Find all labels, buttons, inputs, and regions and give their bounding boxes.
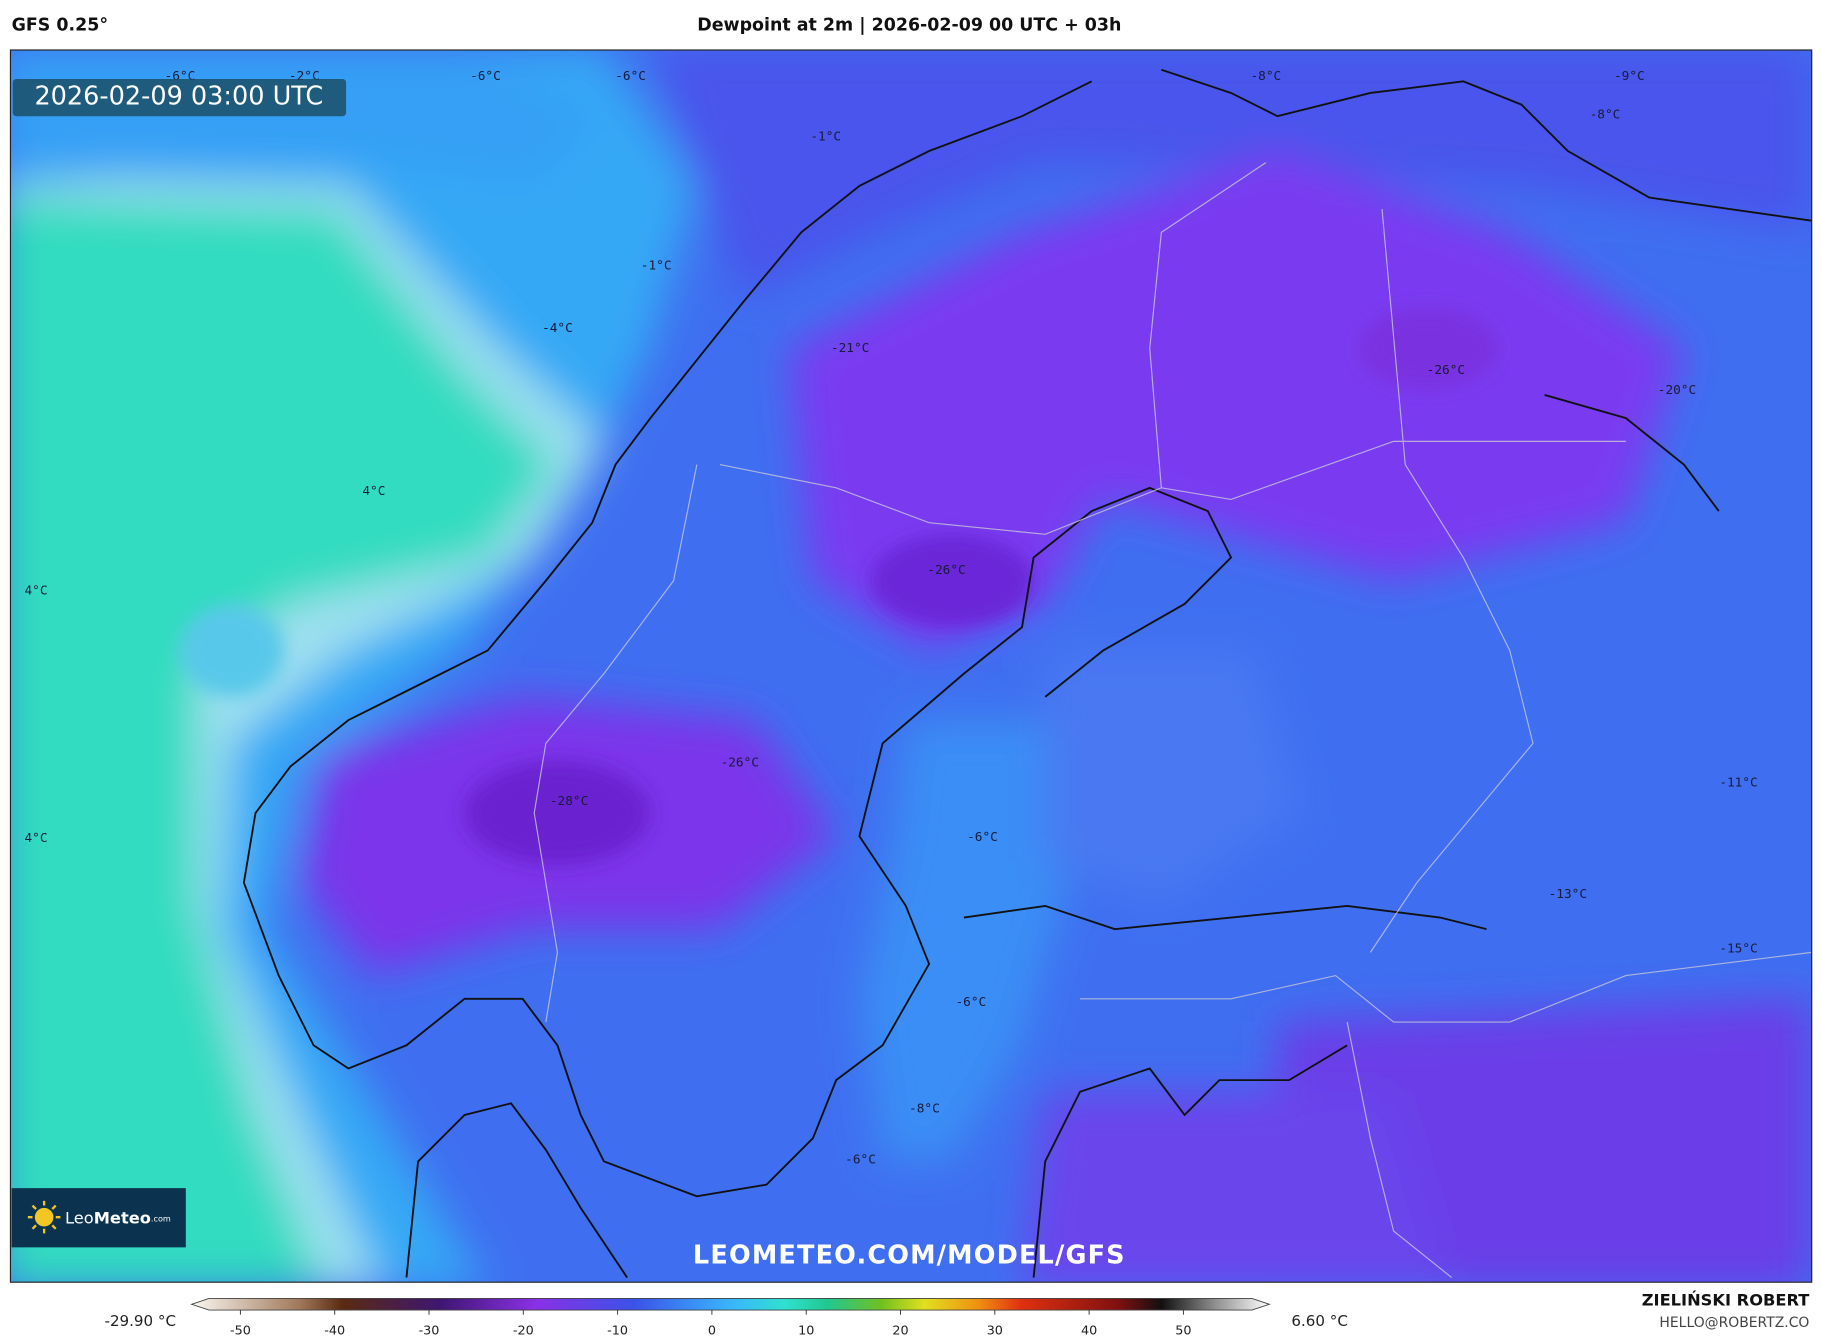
colorbar-tick-label: -10 bbox=[607, 1323, 628, 1338]
colorbar-tick-label: 10 bbox=[798, 1323, 814, 1338]
timestamp: 2026-02-09 03:00 UTC bbox=[34, 82, 323, 112]
contour-label: -28°C bbox=[550, 794, 588, 809]
contour-label: -6°C bbox=[967, 830, 998, 845]
contour-label: -1°C bbox=[810, 130, 841, 145]
contour-label: -6°C bbox=[956, 995, 987, 1010]
colorbar-tick-label: -20 bbox=[513, 1323, 534, 1338]
contour-label: -8°C bbox=[909, 1102, 940, 1117]
contour-label: -26°C bbox=[721, 756, 759, 771]
colorbar-min: -29.90 °C bbox=[105, 1312, 176, 1330]
contour-label: -21°C bbox=[831, 341, 869, 356]
contour-label: -26°C bbox=[927, 563, 965, 578]
contour-label: -26°C bbox=[1427, 363, 1465, 378]
logo-suffix: .com bbox=[151, 1213, 171, 1223]
colorbar-tick-label: 30 bbox=[987, 1323, 1003, 1338]
colorbar-bar bbox=[190, 1297, 1271, 1311]
contour-label: -20°C bbox=[1658, 383, 1696, 398]
timestamp-box bbox=[12, 79, 347, 117]
colorbar-tick-label: -40 bbox=[324, 1323, 345, 1338]
colorbar-tick-label: 0 bbox=[708, 1323, 716, 1338]
contour-label: 4°C bbox=[362, 484, 385, 499]
coastlines bbox=[242, 68, 1812, 1279]
colorbar-tick-label: -30 bbox=[419, 1323, 440, 1338]
contour-label: -6°C bbox=[470, 69, 501, 84]
contour-label: -4°C bbox=[542, 321, 573, 336]
contour-label: -6°C bbox=[845, 1153, 876, 1168]
colorbar-tick-label: 50 bbox=[1175, 1323, 1191, 1338]
contour-label: -15°C bbox=[1719, 941, 1757, 956]
logo-meteo: Meteo bbox=[94, 1208, 151, 1227]
logo-leo: Leo bbox=[65, 1208, 94, 1227]
watermark: LEOMETEO.COM/MODEL/GFS bbox=[693, 1241, 1126, 1271]
contour-label: -13°C bbox=[1549, 887, 1587, 902]
contour-label: -6°C bbox=[615, 69, 646, 84]
contour-label: -1°C bbox=[641, 259, 672, 274]
colorbar: -50 -40 -30 -20 -10 0 10 20 30 40 50 bbox=[190, 1297, 1271, 1338]
contour-label: -8°C bbox=[1590, 108, 1621, 123]
model-name: GFS 0.25° bbox=[12, 16, 108, 36]
field bbox=[10, 49, 1812, 1283]
colorbar-tick-label: 20 bbox=[892, 1323, 908, 1338]
author: ZIELIŃSKI ROBERT bbox=[1642, 1290, 1810, 1309]
colorbar-max: 6.60 °C bbox=[1291, 1312, 1347, 1330]
contour-label: -9°C bbox=[1614, 69, 1645, 84]
contour-label: 4°C bbox=[24, 831, 47, 846]
colorbar-tick-label: -50 bbox=[230, 1323, 251, 1338]
map: -6°C -2°C -6°C -6°C -8°C -9°C-8°C-1°C-1°C-4°C… bbox=[10, 49, 1812, 1283]
contour-label: 4°C bbox=[24, 584, 47, 599]
logo-text: LeoMeteo.com bbox=[65, 1208, 171, 1227]
contour-label: -11°C bbox=[1719, 775, 1757, 790]
map-frame bbox=[9, 49, 1813, 1283]
contour-label: -8°C bbox=[1250, 69, 1281, 84]
borders bbox=[533, 162, 1812, 1279]
email: HELLO@ROBERTZ.CO bbox=[1659, 1315, 1809, 1331]
map-title: Dewpoint at 2m | 2026-02-09 00 UTC + 03h bbox=[697, 16, 1121, 36]
colorbar-tick-label: 40 bbox=[1081, 1323, 1097, 1338]
field-detail bbox=[180, 307, 1499, 866]
